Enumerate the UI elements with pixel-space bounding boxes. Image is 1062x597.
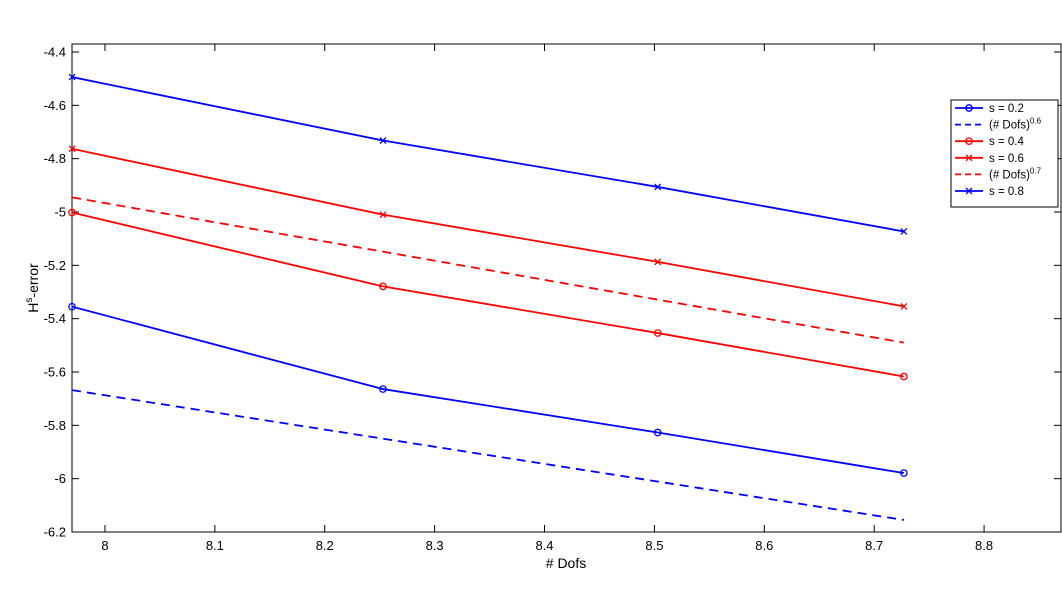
y-tick-label: -4.6 [44,98,66,113]
legend-item: s = 0.8 [955,186,1024,198]
data-point-circle [379,385,387,393]
series-1 [71,389,904,521]
y-tick-label: -5 [54,205,66,220]
y-tick-label: -6.2 [44,525,66,540]
legend-label-main: s = 0.2 [989,103,1024,115]
y-tick-label: -4.8 [44,151,66,166]
data-point-circle [900,372,908,381]
data-point-x [900,228,908,235]
x-tick-label: 8.3 [426,538,444,553]
x-tick-label: 8.1 [206,538,224,553]
data-point-x [965,154,973,162]
series-5 [68,73,908,235]
legend-box [950,99,1059,208]
data-point-x [900,302,908,310]
x-axis-label: # Dofs [546,555,586,571]
axis-ticks: 8 8.1 8.2 8.3 8.4 8.5 8.6 8.7 8.8 -6.2 -6 -5.8 -5.6 -… [44,44,1061,553]
legend-label-main: s = 0.8 [989,186,1024,198]
series-line [71,147,905,308]
data-point-x [379,137,387,144]
legend-label-main: s = 0.4 [989,136,1024,148]
x-tick-label: 8.6 [755,538,773,553]
series-group [68,73,908,521]
x-tick-label: 8.7 [865,538,883,553]
data-point-x [965,187,973,195]
data-point-circle [965,137,973,146]
data-point-x [379,211,387,219]
legend-label-sup: 0.6 [1030,117,1042,126]
legend: s = 0.2(# Dofs)0.6s = 0.4s = 0.6(# Dofs)… [950,99,1059,208]
legend-item: s = 0.4 [955,136,1024,148]
series-0 [68,302,908,477]
series-4 [71,196,905,344]
x-tick-label: 8 [101,538,108,553]
y-tick-label: -5.2 [44,258,66,273]
data-point-x [68,145,76,153]
y-tick-label: -6 [54,471,66,486]
data-point-circle [68,302,76,311]
x-tick-label: 8.8 [975,538,993,553]
legend-item: (# Dofs)0.6 [955,117,1042,132]
series-line [71,196,905,344]
series-2 [68,208,908,381]
legend-item: (# Dofs)0.7 [955,166,1042,181]
x-tick-label: 8.5 [645,538,663,553]
data-point-circle [653,329,662,337]
data-point-x [654,183,662,191]
data-point-circle [379,282,387,291]
y-axis-label-main: H [25,303,41,313]
y-tick-label: -5.8 [44,418,66,433]
legend-item: s = 0.6 [955,153,1024,165]
y-tick-label: -5.6 [44,365,66,380]
y-axis-label-sup: s [24,298,35,303]
series-3 [68,145,908,310]
series-line [71,305,905,474]
legend-label: s = 0.4 [989,136,1024,148]
series-line [71,389,904,521]
legend-label-main: (# Dofs) [989,169,1030,181]
series-line [71,76,905,233]
data-point-circle [653,428,662,437]
y-tick-label: -5.4 [44,311,66,326]
legend-label: (# Dofs)0.7 [989,166,1042,181]
legend-label: s = 0.2 [989,103,1024,115]
x-tick-label: 8.2 [316,538,334,553]
series-line [71,211,905,378]
plot-area [71,43,1062,533]
y-axis-label: Hs-error [24,263,41,313]
data-point-circle [900,469,908,477]
legend-label: (# Dofs)0.6 [989,117,1042,132]
x-tick-label: 8.4 [535,538,553,553]
legend-label-main: s = 0.6 [989,153,1024,165]
legend-label-main: (# Dofs) [989,120,1030,132]
y-axis-label-rest: -error [25,263,41,298]
data-point-x [68,73,76,81]
legend-label-sup: 0.7 [1030,166,1042,175]
legend-item: s = 0.2 [955,103,1024,115]
y-tick-label: -4.4 [44,45,66,60]
legend-label: s = 0.8 [989,186,1024,198]
legend-label: s = 0.6 [989,153,1024,165]
data-point-x [654,258,662,266]
data-point-circle [68,208,76,217]
data-point-circle [965,104,973,112]
